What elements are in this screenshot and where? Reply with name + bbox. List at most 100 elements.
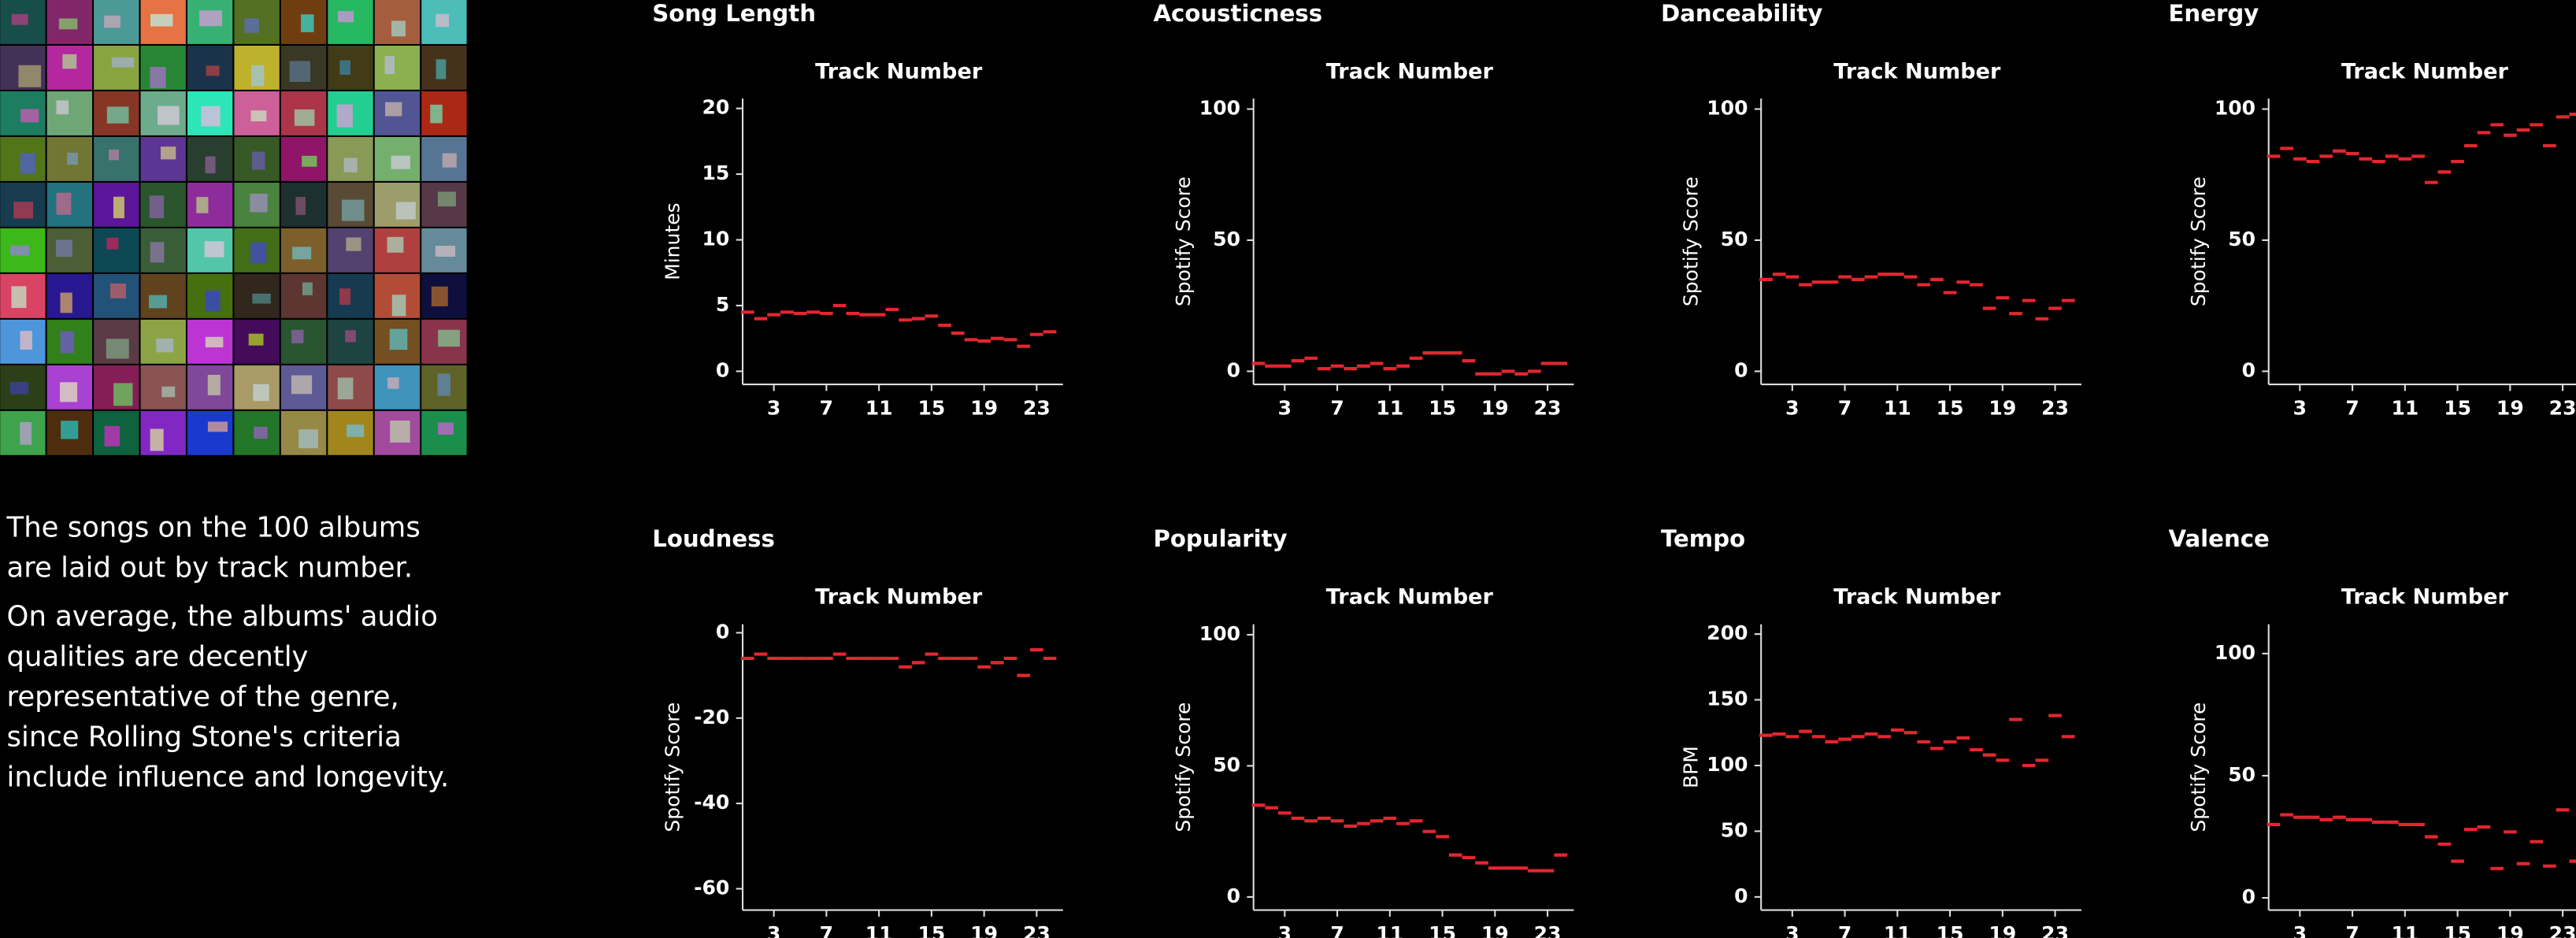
intro-text: On average, the albums' audio <box>7 600 438 632</box>
album-art <box>442 153 457 168</box>
x-tick-label: 7 <box>2345 396 2359 419</box>
y-tick-label: 150 <box>1707 688 1748 710</box>
x-tick-label: 23 <box>1023 922 1051 938</box>
y-tick-label: 0 <box>716 358 729 381</box>
album-art <box>343 158 358 172</box>
album-art <box>435 246 456 257</box>
x-tick-label: 3 <box>2293 396 2307 419</box>
y-tick-label: 100 <box>2215 641 2255 664</box>
y-tick-label: 50 <box>1213 228 1240 250</box>
x-tick-label: 19 <box>1481 922 1509 938</box>
x-tick-label: 11 <box>2391 922 2418 938</box>
y-axis-title: Spotify Score <box>2187 703 2210 832</box>
album-art <box>339 288 351 306</box>
album-art <box>150 428 164 451</box>
album-art <box>302 282 313 295</box>
album-art <box>207 374 221 395</box>
album-art <box>158 106 180 125</box>
album-art <box>436 13 450 28</box>
album-art <box>113 383 133 406</box>
x-tick-label: 19 <box>1481 396 1509 419</box>
y-tick-label: -20 <box>694 706 729 729</box>
album-art <box>206 65 220 76</box>
album-art <box>62 54 77 69</box>
y-tick-label: 0 <box>1734 884 1748 907</box>
x-tick-label: 3 <box>1785 922 1799 938</box>
album-art <box>391 295 406 317</box>
album-art <box>149 195 165 219</box>
album-art <box>244 18 259 33</box>
album-art <box>389 328 408 350</box>
album-art <box>205 290 221 312</box>
album-art <box>156 338 174 353</box>
album-art <box>345 330 356 343</box>
y-tick-label: 100 <box>1199 622 1240 645</box>
y-tick-label: 20 <box>702 96 730 119</box>
album-art <box>60 292 72 313</box>
x-tick-label: 23 <box>2041 922 2069 938</box>
x-tick-label: 11 <box>1376 922 1403 938</box>
album-cover <box>421 91 467 135</box>
y-tick-label: 50 <box>1721 228 1748 250</box>
album-art <box>336 104 353 128</box>
album-art <box>111 57 135 68</box>
x-tick-label: 15 <box>1429 396 1456 419</box>
album-art <box>56 192 72 215</box>
x-tick-label: 23 <box>2549 922 2576 938</box>
y-tick-label: -60 <box>694 876 729 899</box>
x-tick-label: 15 <box>917 922 945 938</box>
y-tick-label: 100 <box>1707 96 1748 119</box>
x-tick-label: 23 <box>1534 396 1562 419</box>
y-tick-label: 0 <box>2242 358 2255 381</box>
album-cover <box>46 91 93 135</box>
x-tick-label: 15 <box>2444 922 2471 938</box>
x-tick-label: 7 <box>1330 922 1344 938</box>
y-tick-label: 100 <box>1199 96 1240 119</box>
album-art <box>385 102 402 117</box>
album-art <box>292 247 312 260</box>
album-art <box>391 20 406 37</box>
album-art <box>387 377 399 389</box>
album-art <box>298 429 318 449</box>
album-art <box>301 14 314 32</box>
album-art <box>205 336 224 348</box>
album-art <box>149 295 167 309</box>
y-tick-label: 0 <box>716 620 729 643</box>
y-tick-label: 50 <box>2228 228 2255 250</box>
album-art <box>384 56 395 75</box>
x-axis-title: Track Number <box>1833 585 2001 610</box>
album-art <box>199 10 223 27</box>
album-art <box>11 13 28 25</box>
x-tick-label: 19 <box>2496 396 2524 419</box>
x-tick-label: 11 <box>865 922 893 938</box>
x-tick-label: 23 <box>2549 396 2576 419</box>
x-tick-label: 7 <box>2345 922 2359 938</box>
album-art <box>150 13 173 27</box>
y-tick-label: 50 <box>1721 818 1748 841</box>
chart-title: Song Length <box>652 0 816 27</box>
album-art <box>60 382 78 402</box>
x-axis-title: Track Number <box>2341 585 2509 610</box>
album-art <box>248 333 264 346</box>
x-tick-label: 7 <box>1838 922 1851 938</box>
album-art <box>106 106 129 124</box>
album-art <box>387 236 404 253</box>
y-tick-label: 50 <box>1213 753 1240 776</box>
album-art <box>204 241 224 258</box>
album-art <box>106 339 129 359</box>
album-art <box>437 191 456 207</box>
x-axis-title: Track Number <box>1833 59 2001 83</box>
album-cover <box>374 45 421 90</box>
y-tick-label: 0 <box>1227 358 1240 381</box>
y-tick-label: 0 <box>2242 885 2255 908</box>
album-art <box>161 146 176 160</box>
y-tick-label: 100 <box>1707 753 1748 776</box>
album-art <box>9 381 29 395</box>
album-art <box>113 196 124 219</box>
album-art <box>110 283 127 298</box>
x-tick-label: 3 <box>2293 922 2307 938</box>
album-art <box>56 100 69 115</box>
y-axis-title: Spotify Score <box>1680 176 1703 306</box>
album-art <box>150 242 165 263</box>
